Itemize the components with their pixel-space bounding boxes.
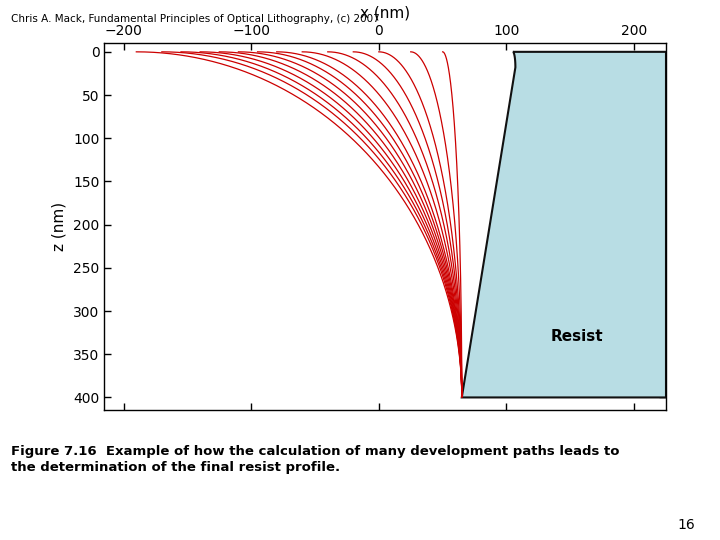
Text: Resist: Resist [550, 329, 603, 345]
Polygon shape [462, 52, 666, 397]
Y-axis label: z (nm): z (nm) [51, 202, 66, 251]
Text: 16: 16 [677, 518, 695, 532]
Text: Figure 7.16  Example of how the calculation of many development paths leads to
t: Figure 7.16 Example of how the calculati… [11, 446, 619, 474]
Text: Chris A. Mack, Fundamental Principles of Optical Lithography, (c) 2007: Chris A. Mack, Fundamental Principles of… [11, 14, 379, 24]
X-axis label: x (nm): x (nm) [360, 5, 410, 21]
